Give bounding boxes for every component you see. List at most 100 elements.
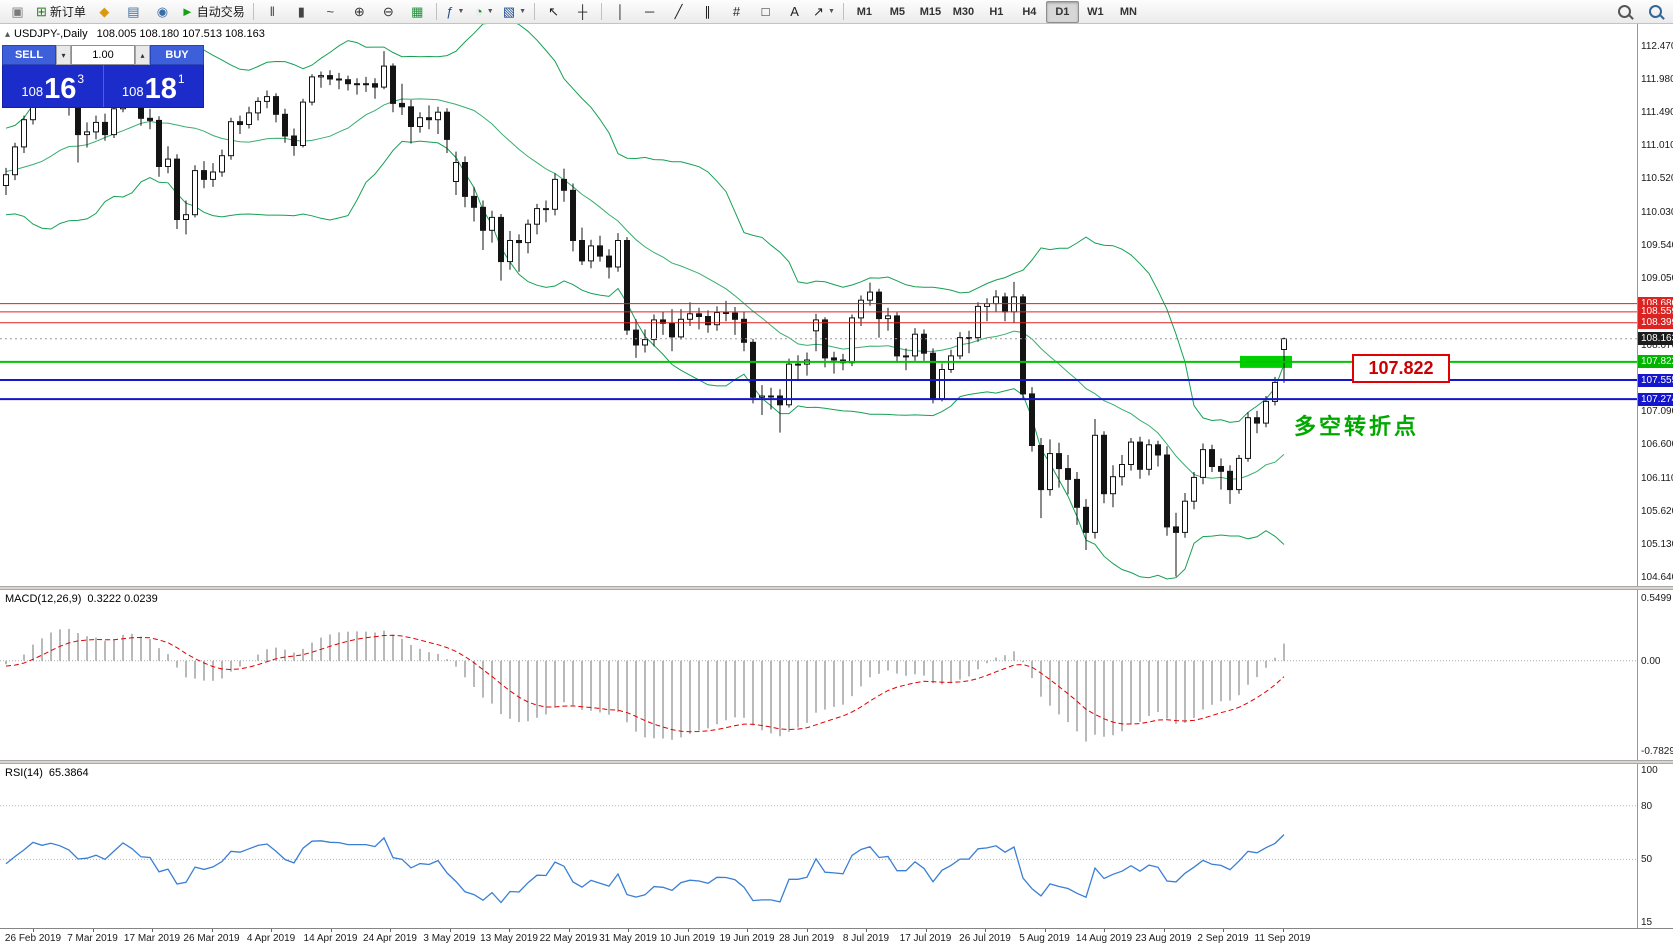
time-axis-tick bbox=[747, 929, 748, 932]
timeframe-w1[interactable]: W1 bbox=[1087, 5, 1104, 18]
search-button[interactable] bbox=[1610, 1, 1639, 23]
buy-price[interactable]: 108 18 1 bbox=[104, 65, 204, 107]
time-axis-label: 23 Aug 2019 bbox=[1135, 933, 1192, 944]
cursor-icon[interactable]: ↖ bbox=[539, 1, 568, 23]
price-chart-surface[interactable] bbox=[0, 24, 1637, 586]
timeframe-m15[interactable]: M15 bbox=[919, 5, 942, 18]
new-order-button-label: 新订单 bbox=[49, 5, 86, 19]
bar-chart-icon[interactable]: ‖ bbox=[258, 1, 287, 23]
price-scale-tick: 111.010 bbox=[1641, 140, 1673, 151]
macd-indicator-label: MACD(12,26,9) 0.3222 0.0239 bbox=[5, 593, 158, 605]
price-scale-tick: 110.030 bbox=[1641, 206, 1673, 218]
macd-values: 0.3222 0.0239 bbox=[87, 593, 158, 605]
terminal-icon[interactable]: ▣ bbox=[3, 1, 32, 23]
buy-price-pips: 18 bbox=[144, 73, 177, 106]
time-axis-label: 17 Mar 2019 bbox=[123, 933, 181, 944]
timeframe-h1[interactable]: H1 bbox=[989, 5, 1004, 18]
buy-price-figure: 108 bbox=[121, 84, 144, 99]
periods-icon[interactable]: ◔ ▼ bbox=[470, 1, 499, 23]
toolbar-separator bbox=[435, 3, 437, 20]
sell-button[interactable]: SELL bbox=[2, 45, 56, 65]
macd-histogram bbox=[5, 628, 1285, 742]
macd-pane-surface[interactable] bbox=[0, 590, 1637, 760]
timeframe-mn[interactable]: MN bbox=[1119, 5, 1137, 18]
time-axis-label: 10 Jun 2019 bbox=[659, 933, 716, 944]
price-scale-tick: 112.470 bbox=[1641, 40, 1673, 52]
macd-scale-label: -0.7829 bbox=[1641, 746, 1673, 757]
cursor-icon: ↖ bbox=[548, 4, 559, 19]
zoom-in-icon[interactable]: ⊕ bbox=[345, 1, 374, 23]
pivot-price-callout[interactable]: 107.822 bbox=[1352, 354, 1450, 383]
indicators-icon[interactable]: ƒ ▼ bbox=[441, 1, 470, 23]
templates-icon[interactable]: ▧ ▼ bbox=[499, 1, 530, 23]
line-chart-icon[interactable]: ~ bbox=[316, 1, 345, 23]
text-icon: A bbox=[790, 4, 799, 19]
data-window-icon: ▤ bbox=[127, 4, 140, 19]
pane-splitter[interactable] bbox=[0, 586, 1673, 590]
zoom-in-icon: ⊕ bbox=[353, 4, 365, 19]
find-symbol-button[interactable] bbox=[1641, 1, 1670, 23]
buy-button[interactable]: BUY bbox=[150, 45, 204, 65]
time-axis-tick bbox=[271, 929, 272, 932]
vertical-line-icon: │ bbox=[616, 4, 625, 19]
crosshair-icon: ┼ bbox=[577, 4, 588, 19]
candlestick-chart-icon[interactable]: ▮ bbox=[287, 1, 316, 23]
price-scale[interactable]: 112.470 111.980 111.490 111.010 110.520 110.0… bbox=[1637, 24, 1673, 928]
text-icon[interactable]: A bbox=[780, 1, 809, 23]
timeframe-m5[interactable]: M5 bbox=[889, 5, 906, 18]
ohlc-values: 108.005 108.180 107.513 108.163 bbox=[96, 28, 265, 40]
time-axis-tick bbox=[390, 929, 391, 932]
crosshair-icon[interactable]: ┼ bbox=[568, 1, 597, 23]
volume-input[interactable] bbox=[71, 45, 135, 65]
timeframe-m30[interactable]: M30 bbox=[952, 5, 975, 18]
market-watch-icon: ◆ bbox=[99, 4, 110, 19]
channel-icon[interactable]: ∥ bbox=[693, 1, 722, 23]
volume-up-button[interactable]: ▴ bbox=[135, 45, 150, 65]
time-axis-label: 11 Sep 2019 bbox=[1254, 933, 1311, 944]
zoom-out-icon[interactable]: ⊖ bbox=[374, 1, 403, 23]
arrows-icon[interactable]: ↗ ▼ bbox=[809, 1, 839, 23]
price-scale-tick: 111.490 bbox=[1641, 107, 1673, 119]
toolbar-separator bbox=[534, 3, 536, 20]
volume-down-button[interactable]: ▾ bbox=[56, 45, 71, 65]
current-price-tag: 108.163 bbox=[1638, 332, 1673, 346]
autotrading-button[interactable]: ► 自动交易 bbox=[177, 1, 249, 23]
vertical-line-icon[interactable]: │ bbox=[606, 1, 635, 23]
market-watch-icon[interactable]: ◆ bbox=[90, 1, 119, 23]
pane-splitter[interactable] bbox=[0, 760, 1673, 764]
bollinger-upper-band bbox=[5, 24, 1285, 423]
sell-price[interactable]: 108 16 3 bbox=[3, 65, 103, 107]
horizontal-line-icon[interactable]: ─ bbox=[635, 1, 664, 23]
rsi-indicator-label: RSI(14) 65.3864 bbox=[5, 767, 89, 779]
chart-icon: ▴ bbox=[5, 29, 11, 40]
chevron-down-icon: ▼ bbox=[457, 8, 465, 15]
sell-price-point: 3 bbox=[77, 72, 85, 86]
time-axis-tick bbox=[211, 929, 213, 932]
navigator-icon[interactable]: ◉ bbox=[148, 1, 177, 23]
time-axis[interactable]: 26 Feb 2019 7 Mar 2019 17 Mar 2019 26 Mar 2… bbox=[0, 928, 1673, 947]
support-tag-2: 107.274 bbox=[1638, 392, 1673, 406]
time-axis-tick bbox=[925, 929, 927, 932]
bar-chart-icon: ‖ bbox=[269, 4, 275, 19]
rsi-name: RSI(14) bbox=[5, 767, 43, 779]
new-order-button[interactable]: ⊞ 新订单 bbox=[32, 1, 90, 23]
time-axis-label: 14 Aug 2019 bbox=[1075, 933, 1133, 944]
time-axis-tick bbox=[92, 929, 94, 932]
data-window-icon[interactable]: ▤ bbox=[119, 1, 148, 23]
turning-point-annotation[interactable]: 多空转折点 bbox=[1294, 414, 1420, 439]
timeframe-m1[interactable]: M1 bbox=[856, 5, 873, 18]
timeframe-d1[interactable]: D1 bbox=[1045, 0, 1079, 23]
fibonacci-icon[interactable]: # bbox=[722, 1, 751, 23]
shapes-icon[interactable]: □ bbox=[751, 1, 780, 23]
price-scale-tick: 105.130 bbox=[1641, 539, 1673, 551]
time-axis-tick bbox=[1223, 929, 1224, 932]
trendline-icon[interactable]: ╱ bbox=[664, 1, 693, 23]
time-axis-label: 2 Sep 2019 bbox=[1197, 933, 1249, 944]
timeframe-h4[interactable]: H4 bbox=[1022, 5, 1037, 18]
channel-icon: ∥ bbox=[704, 4, 711, 19]
time-axis-tick bbox=[687, 929, 689, 932]
rsi-pane-surface[interactable] bbox=[0, 764, 1637, 928]
chart-workspace: ▴ USDJPY-,Daily 108.005 108.180 107.513 10… bbox=[0, 24, 1673, 947]
tile-windows-icon[interactable]: ▦ bbox=[403, 1, 432, 23]
